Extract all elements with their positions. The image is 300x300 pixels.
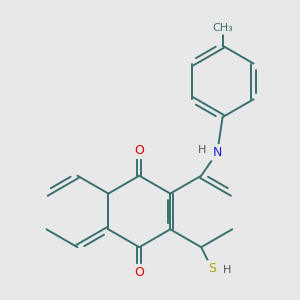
Text: O: O — [134, 266, 144, 279]
Text: H: H — [223, 266, 231, 275]
Text: O: O — [134, 144, 144, 157]
Text: H: H — [198, 145, 206, 154]
Text: S: S — [208, 262, 216, 275]
Text: N: N — [213, 146, 222, 159]
Text: CH₃: CH₃ — [212, 23, 233, 33]
